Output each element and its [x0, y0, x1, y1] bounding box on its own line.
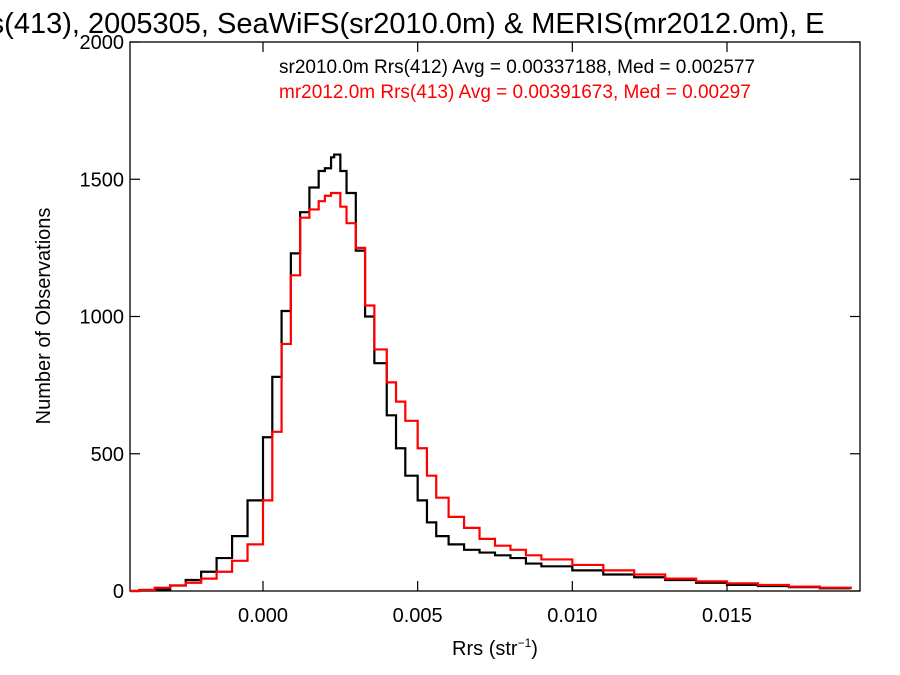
series-line-1 — [130, 153, 852, 593]
plot-frame — [129, 41, 861, 592]
chart-title: rs(413), 2005305, SeaWiFS(sr2010.0m) & M… — [0, 8, 825, 40]
series-lines — [130, 153, 852, 593]
y-tick-label: 1000 — [80, 307, 125, 329]
x-tick-label: 0.005 — [393, 605, 443, 627]
legend-entry-series-1: sr2010.0m Rrs(412) Avg = 0.00337188, Med… — [279, 57, 755, 78]
y-tick-label: 0 — [113, 581, 124, 603]
y-tick-label: 1500 — [80, 169, 125, 191]
y-tick-label: 2000 — [80, 32, 125, 54]
x-tick-label: 0.000 — [238, 605, 288, 627]
series-line-2 — [130, 191, 852, 593]
x-axis-label: Rrs (str−1) — [452, 636, 538, 660]
x-axis: 0.000 0.005 0.010 0.015 — [238, 42, 752, 627]
legend-entry-series-2: mr2012.0m Rrs(413) Avg = 0.00391673, Med… — [279, 82, 751, 103]
x-axis-label-main: Rrs (str — [452, 638, 518, 660]
x-axis-label-close: ) — [531, 638, 538, 660]
y-tick-label: 500 — [91, 444, 124, 466]
y-axis: 0 500 1000 1500 2000 — [80, 32, 860, 603]
x-tick-label: 0.015 — [702, 605, 752, 627]
y-axis-label: Number of Observations — [33, 208, 55, 425]
x-tick-label: 0.010 — [547, 605, 597, 627]
x-axis-label-superscript: −1 — [518, 636, 532, 650]
